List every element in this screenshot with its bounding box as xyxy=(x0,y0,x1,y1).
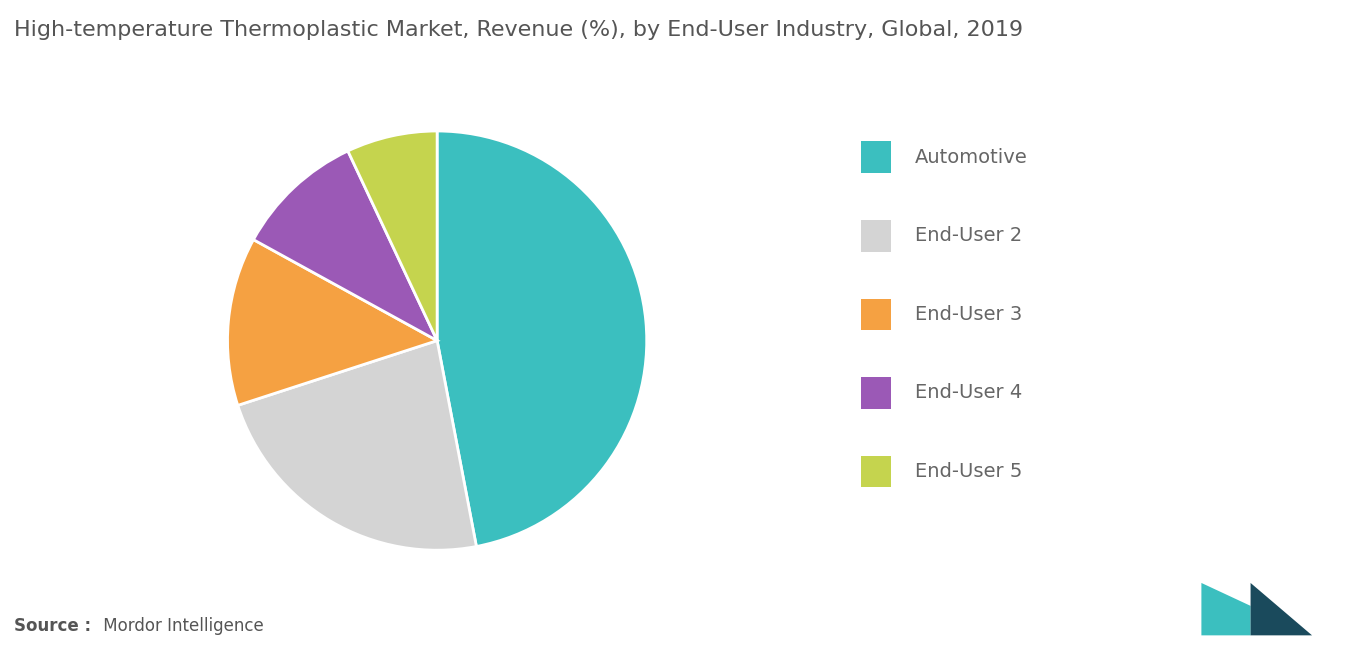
Text: Automotive: Automotive xyxy=(915,147,1029,167)
Polygon shape xyxy=(1251,583,1313,635)
Text: Mordor Intelligence: Mordor Intelligence xyxy=(98,618,264,635)
Wedge shape xyxy=(228,240,437,405)
Wedge shape xyxy=(254,151,437,341)
Polygon shape xyxy=(1202,583,1251,635)
Wedge shape xyxy=(437,131,646,546)
Text: End-User 4: End-User 4 xyxy=(915,383,1023,403)
Text: Source :: Source : xyxy=(14,618,90,635)
Wedge shape xyxy=(238,341,477,550)
Wedge shape xyxy=(348,131,437,341)
Text: End-User 5: End-User 5 xyxy=(915,462,1023,481)
Text: High-temperature Thermoplastic Market, Revenue (%), by End-User Industry, Global: High-temperature Thermoplastic Market, R… xyxy=(14,20,1023,40)
Text: End-User 3: End-User 3 xyxy=(915,305,1023,324)
Text: End-User 2: End-User 2 xyxy=(915,226,1023,246)
